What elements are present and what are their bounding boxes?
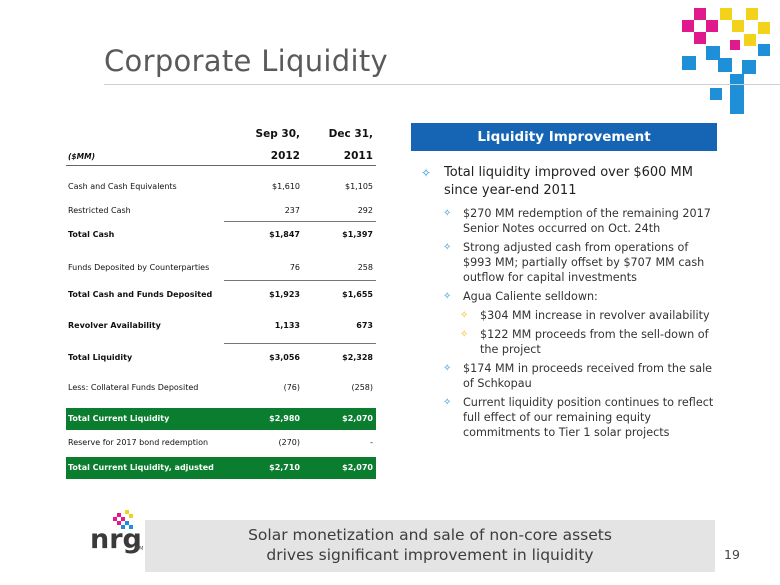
diamond-bullet-icon: ✧ [443, 397, 452, 408]
row-value-sep2012: $2,980 [269, 414, 300, 423]
diamond-bullet-icon: ✧ [443, 291, 452, 302]
footer-line-1: Solar monetization and sale of non-core … [248, 526, 612, 544]
row-value-dec2011: $2,070 [342, 463, 373, 472]
page-number: 19 [724, 547, 740, 562]
list-item: ✧ Strong adjusted cash from operations o… [419, 240, 719, 285]
table-row: Reserve for 2017 bond redemption (270) - [66, 438, 376, 450]
bullet-text: Agua Caliente selldown: [463, 290, 598, 303]
table-row: Less: Collateral Funds Deposited (76) (2… [66, 383, 376, 395]
slide-title: Corporate Liquidity [104, 44, 388, 78]
table-row: Total Cash $1,847 $1,397 [66, 230, 376, 242]
bullet-text: Total liquidity improved over $600 MM si… [444, 165, 693, 198]
subtotal-divider [224, 343, 376, 344]
list-item: ✧ $270 MM redemption of the remaining 20… [419, 206, 719, 236]
table-row-highlight: Total Current Liquidity $2,980 $2,070 [66, 408, 376, 430]
row-label: Funds Deposited by Counterparties [68, 263, 210, 272]
unit-label: ($MM) [68, 152, 96, 161]
bullet-text: $270 MM redemption of the remaining 2017… [463, 207, 711, 235]
row-label: Reserve for 2017 bond redemption [68, 438, 209, 447]
bullet-text: $122 MM proceeds from the sell-down of t… [480, 328, 709, 356]
row-value-dec2011: 673 [356, 321, 373, 330]
row-label: Total Cash and Funds Deposited [68, 290, 213, 299]
col-sep-header-line1: Sep 30, [255, 128, 300, 140]
logo-wordmark: nrg [90, 524, 142, 555]
row-value-dec2011: $1,655 [342, 290, 373, 299]
row-value-sep2012: $1,923 [269, 290, 300, 299]
table-row: Total Cash and Funds Deposited $1,923 $1… [66, 290, 376, 302]
row-value-dec2011: $2,070 [342, 414, 373, 423]
subtotal-divider [224, 221, 376, 222]
col-dec-header-line1: Dec 31, [328, 128, 373, 140]
table-row: Revolver Availability 1,133 673 [66, 321, 376, 333]
diamond-bullet-icon: ✧ [443, 208, 452, 219]
row-value-dec2011: - [370, 438, 373, 447]
bullet-text: $304 MM increase in revolver availabilit… [480, 309, 710, 322]
subtotal-divider [224, 280, 376, 281]
row-value-dec2011: 258 [357, 263, 373, 272]
row-value-sep2012: 1,133 [274, 321, 300, 330]
list-item: ✧ Agua Caliente selldown: [419, 289, 719, 304]
list-item: ✧ Current liquidity position continues t… [419, 395, 719, 440]
panel-heading: Liquidity Improvement [411, 123, 717, 151]
row-label: Less: Collateral Funds Deposited [68, 383, 199, 392]
row-value-sep2012: 76 [289, 263, 300, 272]
row-value-dec2011: $1,105 [345, 182, 373, 191]
table-header-row-1: Sep 30, Dec 31, [66, 128, 376, 142]
bullet-text: Strong adjusted cash from operations of … [463, 241, 705, 284]
row-value-sep2012: $3,056 [269, 353, 300, 362]
footer-line-2: drives significant improvement in liquid… [266, 546, 594, 564]
row-value-sep2012: 237 [284, 206, 300, 215]
table-row: Total Liquidity $3,056 $2,328 [66, 353, 376, 365]
row-value-sep2012: $1,610 [272, 182, 300, 191]
table-row-highlight: Total Current Liquidity, adjusted $2,710… [66, 457, 376, 479]
list-item: ✧ $174 MM in proceeds received from the … [419, 361, 719, 391]
row-value-dec2011: (258) [351, 383, 373, 392]
row-label: Restricted Cash [68, 206, 131, 215]
footer-band [145, 520, 715, 572]
diamond-bullet-icon: ✧ [460, 329, 469, 340]
table-row: Funds Deposited by Counterparties 76 258 [66, 263, 376, 275]
row-label: Total Current Liquidity, adjusted [68, 463, 214, 472]
row-value-dec2011: 292 [357, 206, 373, 215]
row-label: Total Liquidity [68, 353, 133, 362]
row-value-dec2011: $1,397 [342, 230, 373, 239]
diamond-bullet-icon: ✧ [443, 363, 452, 374]
row-label: Total Current Liquidity [68, 414, 170, 423]
header-divider [66, 165, 376, 166]
row-value-sep2012: $2,710 [269, 463, 300, 472]
bullet-text: Current liquidity position continues to … [463, 396, 714, 439]
row-value-sep2012: $1,847 [269, 230, 300, 239]
diamond-bullet-icon: ✧ [421, 166, 432, 180]
list-item: ✧ $304 MM increase in revolver availabil… [419, 308, 719, 323]
footer-message: Solar monetization and sale of non-core … [145, 525, 715, 565]
table-header-row-2: ($MM) 2012 2011 [66, 150, 376, 164]
list-item: ✧ $122 MM proceeds from the sell-down of… [419, 327, 719, 357]
col-dec-header-line2: 2011 [343, 150, 373, 162]
row-label: Cash and Cash Equivalents [68, 182, 177, 191]
title-divider [104, 84, 780, 85]
row-value-sep2012: (270) [278, 438, 300, 447]
table-row: Restricted Cash 237 292 [66, 206, 376, 218]
diamond-bullet-icon: ✧ [460, 310, 469, 321]
col-sep-header-line2: 2012 [270, 150, 300, 162]
row-label: Total Cash [68, 230, 115, 239]
list-item: ✧ Total liquidity improved over $600 MM … [419, 164, 719, 200]
row-label: Revolver Availability [68, 321, 161, 330]
diamond-bullet-icon: ✧ [443, 242, 452, 253]
row-value-dec2011: $2,328 [342, 353, 373, 362]
bullet-list: ✧ Total liquidity improved over $600 MM … [419, 164, 719, 444]
bullet-text: $174 MM in proceeds received from the sa… [463, 362, 713, 390]
table-row: Cash and Cash Equivalents $1,610 $1,105 [66, 182, 376, 194]
nrg-logo: nrg SM [90, 510, 144, 555]
logo-trademark: SM [136, 546, 144, 552]
row-value-sep2012: (76) [283, 383, 300, 392]
